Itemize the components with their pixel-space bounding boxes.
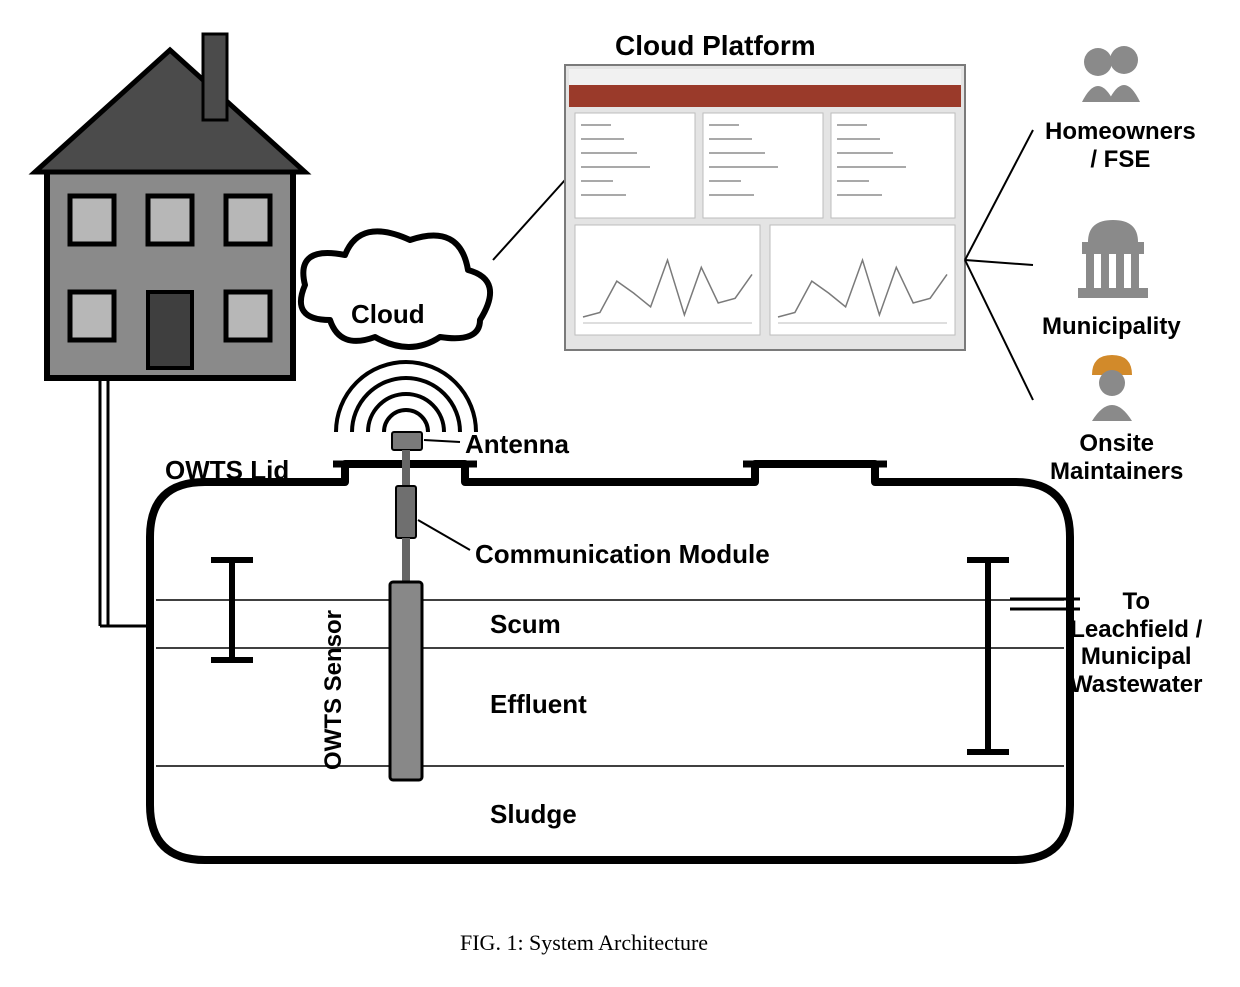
label-cloud: Cloud (351, 300, 425, 330)
cloud-dashboard (565, 65, 965, 350)
label-homeowners: Homeowners / FSE (1045, 118, 1196, 173)
stakeholder-connector (965, 130, 1033, 400)
stakeholder-icons (1078, 46, 1148, 421)
figure-caption: FIG. 1: System Architecture (460, 930, 708, 955)
label-to-leachfield: To Leachfield / Municipal Wastewater (1070, 588, 1203, 698)
label-effluent: Effluent (490, 690, 587, 720)
antenna-icon (336, 362, 476, 450)
label-cloud-platform: Cloud Platform (615, 30, 816, 62)
label-scum: Scum (490, 610, 561, 640)
label-owts-sensor: OWTS Sensor (320, 610, 348, 770)
label-comm-module: Communication Module (475, 540, 770, 570)
label-antenna: Antenna (465, 430, 569, 460)
label-municipality: Municipality (1042, 313, 1181, 341)
label-sludge: Sludge (490, 800, 577, 830)
label-maintainers: Onsite Maintainers (1050, 430, 1183, 485)
septic-tank (150, 464, 1080, 860)
label-owts-lid: OWTS Lid (165, 456, 289, 486)
